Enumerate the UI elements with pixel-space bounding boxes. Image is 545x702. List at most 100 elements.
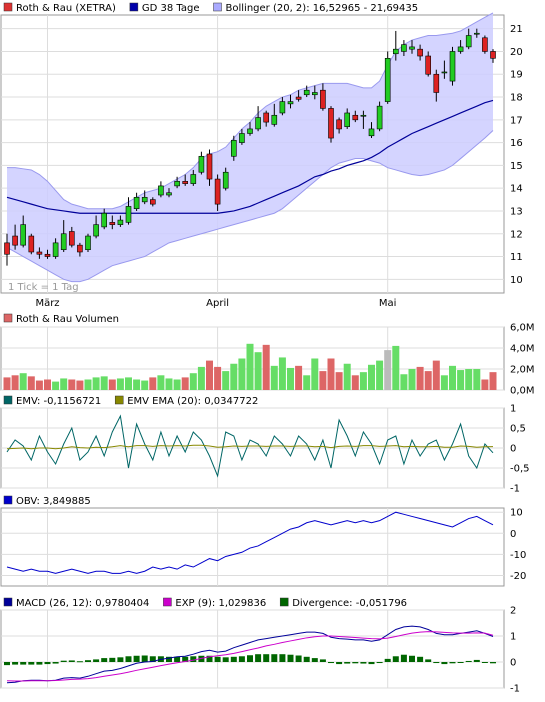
divergence-bar bbox=[360, 662, 367, 664]
candle-body bbox=[60, 233, 67, 251]
legend-label: EMV: -0,1156721 bbox=[16, 396, 101, 407]
y-tick-label: 10 bbox=[510, 508, 523, 519]
volume-bar bbox=[181, 377, 189, 390]
divergence-bar bbox=[392, 656, 399, 662]
volume-bar bbox=[262, 344, 270, 390]
divergence-bar bbox=[433, 662, 440, 664]
divergence-bar bbox=[449, 662, 456, 664]
series-line bbox=[6, 625, 494, 684]
volume-bar bbox=[489, 372, 497, 390]
y-tick-label: 15 bbox=[510, 161, 523, 172]
series-line bbox=[6, 511, 494, 574]
legend-label: Bollinger (20, 2): 16,52965 - 21,69435 bbox=[226, 3, 419, 14]
legend-swatch bbox=[3, 395, 13, 405]
divergence-bar bbox=[409, 655, 415, 662]
candle-body bbox=[279, 101, 286, 114]
candle-body bbox=[457, 46, 464, 52]
legend-label: OBV: 3,849885 bbox=[16, 496, 91, 507]
volume-bar bbox=[27, 376, 35, 390]
candle-body bbox=[417, 48, 423, 57]
y-tick-label: 16 bbox=[510, 138, 523, 149]
month-labels: März April Mai bbox=[35, 298, 396, 309]
gd38-line bbox=[6, 99, 494, 214]
y-tick-label: 0,5 bbox=[510, 424, 526, 435]
divergence-bar bbox=[247, 655, 253, 662]
candle-body bbox=[4, 242, 10, 255]
candle-body bbox=[182, 181, 188, 184]
y-tick-label: 0 bbox=[510, 529, 516, 540]
volume-bar bbox=[465, 369, 473, 390]
volume-bar bbox=[327, 358, 335, 390]
divergence-bar bbox=[174, 656, 181, 662]
divergence-bar bbox=[76, 661, 83, 663]
candle-body bbox=[166, 192, 172, 196]
price-legend: Roth & Rau (XETRA) GD 38 Tage Bollinger (2… bbox=[3, 2, 419, 14]
candle-body bbox=[214, 178, 221, 205]
legend-label: Roth & Rau (XETRA) bbox=[16, 3, 116, 14]
series-line bbox=[6, 414, 494, 478]
y-tick-label: 1 bbox=[510, 632, 516, 643]
y-tick-label: -1 bbox=[510, 484, 520, 495]
volume-bar bbox=[11, 375, 19, 390]
volume-bar bbox=[424, 371, 432, 390]
y-tick-label: 17 bbox=[510, 115, 523, 126]
volume-bar bbox=[376, 360, 384, 390]
divergence-bar bbox=[336, 662, 343, 665]
volume-bar bbox=[457, 370, 465, 390]
candle-body bbox=[44, 253, 51, 257]
candle-body bbox=[12, 235, 18, 246]
candle-body bbox=[328, 108, 334, 139]
divergence-bar bbox=[166, 656, 172, 662]
macd-y-tick-labels: -1 0 1 2 bbox=[510, 606, 520, 695]
volume-bar bbox=[335, 372, 343, 390]
divergence-bar bbox=[481, 662, 488, 663]
volume-panel: Roth & Rau Volumen 0,0M 2,0M 4,0M 6,0M bbox=[0, 313, 535, 397]
candle-body bbox=[101, 212, 107, 228]
legend-swatch bbox=[129, 2, 139, 12]
candle-body bbox=[441, 71, 448, 74]
volume-bar bbox=[116, 378, 124, 390]
divergence-bar bbox=[303, 656, 310, 662]
volume-bar bbox=[359, 372, 367, 390]
candle-body bbox=[85, 235, 91, 251]
volume-bar bbox=[141, 380, 149, 390]
volume-bar bbox=[133, 379, 141, 390]
candle-body bbox=[239, 133, 245, 143]
candle-body bbox=[320, 89, 326, 109]
candle-body bbox=[117, 219, 124, 225]
volume-bar bbox=[165, 378, 173, 390]
volume-bar bbox=[52, 381, 60, 390]
legend-label: Divergence: -0,051796 bbox=[292, 598, 407, 609]
divergence-bar bbox=[20, 662, 27, 665]
divergence-bar bbox=[384, 658, 391, 662]
divergence-bar bbox=[125, 656, 132, 662]
divergence-bar bbox=[36, 662, 43, 665]
y-tick-label: 20 bbox=[510, 47, 523, 58]
y-tick-label: 21 bbox=[510, 24, 523, 35]
candle-body bbox=[271, 114, 278, 125]
candle-body bbox=[392, 48, 399, 55]
volume-bar bbox=[92, 377, 100, 390]
candle-body bbox=[69, 231, 75, 246]
legend-swatch bbox=[114, 395, 124, 405]
volume-bar bbox=[278, 357, 286, 390]
volume-bar bbox=[400, 374, 408, 390]
obv-lines bbox=[6, 511, 494, 574]
divergence-bar bbox=[319, 659, 326, 662]
legend-swatch bbox=[3, 313, 13, 323]
divergence-bar bbox=[4, 662, 10, 666]
obv-panel: OBV: 3,849885 -20 -10 0 10 bbox=[0, 495, 526, 587]
candle-body bbox=[263, 112, 270, 123]
emv-y-tick-labels: -1 -0,5 0 0,5 1 bbox=[510, 404, 530, 495]
volume-bar bbox=[214, 366, 222, 390]
y-tick-label: -1 bbox=[510, 684, 520, 695]
divergence-bar bbox=[425, 659, 432, 662]
volume-bar bbox=[149, 377, 157, 390]
divergence-bar bbox=[198, 655, 205, 662]
candle-body bbox=[433, 73, 440, 93]
candle-body bbox=[222, 171, 229, 189]
price-panel: Roth & Rau (XETRA) GD 38 Tage Bollinger (2… bbox=[0, 2, 523, 309]
volume-bar bbox=[157, 375, 165, 390]
divergence-bar bbox=[441, 662, 448, 665]
y-tick-label: 13 bbox=[510, 206, 523, 217]
